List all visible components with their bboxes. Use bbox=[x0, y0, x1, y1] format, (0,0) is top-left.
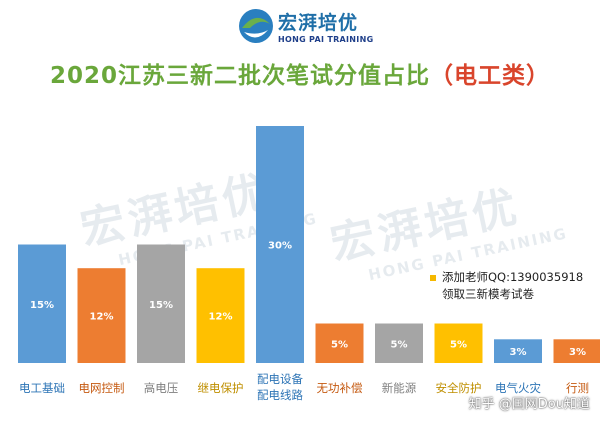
bar-3 bbox=[137, 244, 185, 363]
category-label-10: 行测 bbox=[566, 381, 589, 395]
bar-7 bbox=[375, 323, 423, 363]
category-label-9: 电气火灾 bbox=[495, 381, 541, 395]
value-label-9: 3% bbox=[510, 347, 527, 358]
value-label-8: 5% bbox=[450, 339, 467, 350]
category-label-2: 电网控制 bbox=[79, 381, 125, 395]
bar-9 bbox=[494, 339, 542, 363]
note-marker bbox=[430, 274, 436, 281]
bar-5 bbox=[256, 126, 304, 363]
category-label-5-2: 配电线路 bbox=[257, 388, 303, 402]
bar-6 bbox=[315, 323, 364, 363]
chart-title-suffix: （电工类） bbox=[430, 63, 550, 89]
category-label-6: 无功补偿 bbox=[317, 381, 363, 395]
logo-icon bbox=[239, 9, 273, 43]
bar-2 bbox=[77, 268, 126, 363]
category-label-5-1: 配电设备 bbox=[257, 372, 303, 386]
brand-logo: 宏湃培优 HONG PAI TRAINING bbox=[236, 6, 374, 48]
value-label-3: 15% bbox=[149, 300, 173, 311]
value-label-1: 15% bbox=[30, 300, 54, 311]
value-label-10: 3% bbox=[569, 347, 586, 358]
note-line-1: 添加老师QQ:1390035918 bbox=[442, 270, 584, 284]
bar-4 bbox=[196, 268, 245, 363]
bar-8 bbox=[434, 323, 483, 363]
value-label-6: 5% bbox=[331, 339, 348, 350]
category-label-1: 电工基础 bbox=[19, 381, 65, 395]
category-label-4: 继电保护 bbox=[198, 381, 244, 395]
footer-watermark: 知乎 @国网Dou知道 bbox=[468, 397, 590, 412]
chart-title-main: 2020江苏三新二批次笔试分值占比 bbox=[49, 63, 430, 89]
category-label-3: 高电压 bbox=[144, 381, 179, 395]
category-label-8: 安全防护 bbox=[436, 381, 482, 395]
value-label-7: 5% bbox=[391, 339, 408, 350]
bar-10 bbox=[553, 339, 600, 363]
value-label-4: 12% bbox=[209, 312, 233, 323]
promo-note: 添加老师QQ:1390035918 领取三新模考试卷 bbox=[430, 269, 583, 303]
value-label-2: 12% bbox=[90, 312, 114, 323]
bar-1 bbox=[18, 244, 66, 363]
brand-name: 宏湃培优 bbox=[278, 12, 359, 34]
category-label-7: 新能源 bbox=[382, 381, 417, 395]
value-label-5: 30% bbox=[268, 241, 292, 252]
note-line-2: 领取三新模考试卷 bbox=[442, 287, 534, 301]
brand-subtitle: HONG PAI TRAINING bbox=[278, 35, 374, 44]
chart-title: 2020江苏三新二批次笔试分值占比（电工类） bbox=[0, 56, 600, 90]
